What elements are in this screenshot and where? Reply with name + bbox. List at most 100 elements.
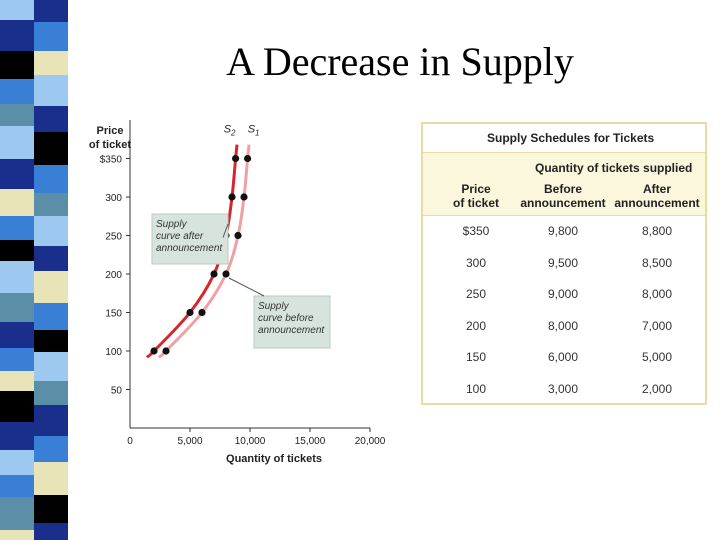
annotation-text: Supply xyxy=(156,219,188,230)
cell-price: 150 xyxy=(465,350,487,364)
cell-after: 8,800 xyxy=(641,224,673,238)
stripe-block xyxy=(34,246,68,271)
group-header: Quantity of tickets supplied xyxy=(535,161,693,175)
col-header-price: Price of ticket xyxy=(452,182,499,210)
supply-schedule-table: Supply Schedules for Tickets Quantity of… xyxy=(421,122,707,405)
cell-before: 9,800 xyxy=(547,224,579,238)
stripe-block xyxy=(0,189,34,216)
cell-after: 7,000 xyxy=(641,318,673,333)
annotation-text: curve after xyxy=(156,231,204,242)
decorative-stripe xyxy=(0,0,68,540)
stripe-block xyxy=(34,0,68,22)
table-row: 200 8,000 7,000 xyxy=(423,319,705,339)
stripe-block xyxy=(0,261,34,293)
table-row: 250 9,000 8,000 xyxy=(423,287,705,307)
y-tick-label: 50 xyxy=(111,386,123,397)
stripe-block xyxy=(0,293,34,322)
data-point xyxy=(244,154,252,163)
annotation-text: announcement xyxy=(258,325,325,336)
annotation-leader xyxy=(228,277,265,297)
stripe-block xyxy=(0,20,34,51)
annotation-text: announcement xyxy=(156,243,223,254)
annotation-leader xyxy=(222,223,229,238)
stripe-block xyxy=(0,322,34,348)
data-point xyxy=(240,193,248,201)
stripe-block xyxy=(0,422,34,450)
stripe-block xyxy=(34,193,68,216)
table-header: Quantity of tickets supplied Price of ti… xyxy=(423,153,705,216)
x-tick-label: 15,000 xyxy=(295,436,326,447)
cell-before: 3,000 xyxy=(547,381,579,396)
cell-price: $350 xyxy=(462,224,490,238)
data-point xyxy=(198,308,206,317)
stripe-block xyxy=(34,165,68,193)
data-point xyxy=(210,270,218,278)
data-point xyxy=(232,154,240,163)
data-point xyxy=(222,270,230,278)
stripe-block xyxy=(0,159,34,189)
x-tick-label: 20,000 xyxy=(355,436,386,447)
slide-title: A Decrease in Supply xyxy=(226,39,574,84)
cell-before: 9,500 xyxy=(547,255,579,270)
stripe-block xyxy=(34,405,68,436)
data-point xyxy=(234,231,242,240)
y-tick-label: 100 xyxy=(105,347,122,358)
annotation-text: Supply xyxy=(258,301,290,312)
stripe-block xyxy=(0,371,34,391)
cell-before: 8,000 xyxy=(547,318,579,333)
annotation-text: curve before xyxy=(258,313,314,324)
y-tick-label: 300 xyxy=(105,193,122,204)
y-tick-label: 200 xyxy=(105,270,122,281)
stripe-block xyxy=(34,106,68,132)
col-header-after: After announcement xyxy=(614,182,700,210)
stripe-block xyxy=(0,104,34,126)
stripe-block xyxy=(34,132,68,165)
stripe-block xyxy=(34,303,68,330)
y-axis-label: of ticket xyxy=(89,139,132,151)
table-row: $350 9,800 8,800 xyxy=(423,224,705,244)
stripe-block xyxy=(34,352,68,381)
stripe-block xyxy=(34,51,68,75)
x-tick-label: 0 xyxy=(127,436,133,447)
y-tick-label: $350 xyxy=(100,155,123,166)
col-header-before: Before announcement xyxy=(520,182,606,210)
y-tick-label: 150 xyxy=(105,309,122,320)
stripe-block xyxy=(0,79,34,104)
cell-after: 8,500 xyxy=(641,255,673,270)
cell-after: 2,000 xyxy=(641,381,673,396)
cell-price: 250 xyxy=(465,287,487,301)
stripe-block xyxy=(34,462,68,495)
stripe-block xyxy=(34,271,68,303)
cell-price: 200 xyxy=(465,318,487,333)
stripe-block xyxy=(0,51,34,79)
y-tick-label: 250 xyxy=(105,232,122,243)
table-row: 300 9,500 8,500 xyxy=(423,256,705,276)
cell-before: 9,000 xyxy=(547,287,579,301)
stripe-block xyxy=(0,391,34,422)
stripe-block xyxy=(34,523,68,540)
cell-price: 100 xyxy=(465,381,487,396)
cell-after: 5,000 xyxy=(641,350,673,364)
series-label: S2 xyxy=(224,124,236,138)
stripe-block xyxy=(34,216,68,246)
x-tick-label: 5,000 xyxy=(177,436,202,447)
cell-after: 8,000 xyxy=(641,287,673,301)
data-point xyxy=(228,193,236,201)
data-point xyxy=(150,347,158,355)
stripe-block xyxy=(0,240,34,261)
stripe-block xyxy=(0,0,34,20)
stripe-block xyxy=(0,450,34,475)
cell-before: 6,000 xyxy=(547,350,579,364)
stripe-block xyxy=(34,381,68,405)
data-point xyxy=(186,308,194,317)
supply-chart: Price of ticket $350 300 250 200 150 100 50 0 5,00… xyxy=(89,120,386,465)
table-row: 150 6,000 5,000 xyxy=(423,350,705,370)
stripe-block xyxy=(0,126,34,159)
stripe-block xyxy=(0,216,34,240)
stripe-block xyxy=(0,348,34,371)
x-tick-label: 10,000 xyxy=(235,436,266,447)
stripe-block xyxy=(34,495,68,523)
table-row: 100 3,000 2,000 xyxy=(423,382,705,402)
data-point xyxy=(162,347,170,355)
